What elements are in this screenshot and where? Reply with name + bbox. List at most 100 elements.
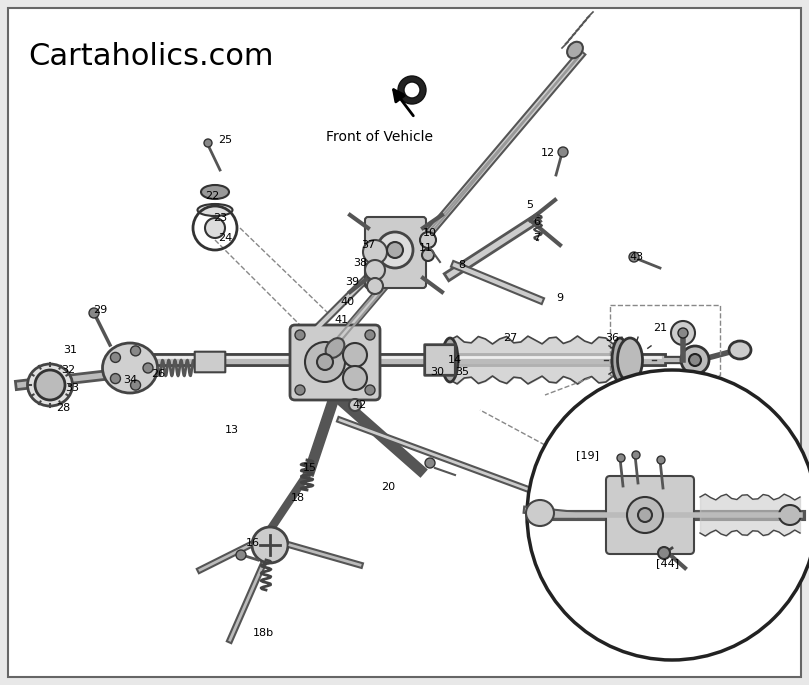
Text: 18b: 18b [252,628,273,638]
Circle shape [89,308,99,318]
FancyBboxPatch shape [195,351,225,373]
Circle shape [111,352,121,362]
Circle shape [365,330,375,340]
Text: 29: 29 [93,305,107,315]
Ellipse shape [567,42,583,58]
Ellipse shape [201,185,229,199]
Text: 9: 9 [557,293,564,303]
Circle shape [425,458,435,468]
Ellipse shape [442,338,458,382]
Ellipse shape [617,338,642,382]
Circle shape [377,232,413,268]
Circle shape [305,342,345,382]
Text: 33: 33 [65,383,79,393]
Text: 13: 13 [225,425,239,435]
Ellipse shape [526,500,554,526]
Text: 34: 34 [123,375,137,385]
Circle shape [671,321,695,345]
Text: 8: 8 [459,260,465,270]
Text: 41: 41 [335,315,349,325]
Text: 27: 27 [503,333,517,343]
Text: [19]: [19] [577,450,599,460]
Text: 14: 14 [448,355,462,365]
Circle shape [398,76,426,104]
Ellipse shape [729,341,751,359]
Text: 7: 7 [533,233,540,243]
Circle shape [527,370,809,660]
Circle shape [236,550,246,560]
Circle shape [317,354,333,370]
Circle shape [681,346,709,374]
Text: 32: 32 [61,365,75,375]
Text: 26: 26 [151,369,165,379]
Circle shape [204,139,212,147]
Circle shape [658,547,670,559]
Text: 10: 10 [423,228,437,238]
Ellipse shape [28,364,73,406]
Text: 37: 37 [361,240,375,250]
Circle shape [295,330,305,340]
Circle shape [143,363,153,373]
Circle shape [252,527,288,563]
Text: 21: 21 [653,323,667,333]
Bar [610,305,720,375]
Text: 40: 40 [341,297,355,307]
Text: 42: 42 [353,400,367,410]
Text: 6: 6 [533,217,540,227]
Circle shape [130,380,141,390]
Circle shape [363,240,387,264]
FancyBboxPatch shape [290,325,380,400]
Text: Front of Vehicle: Front of Vehicle [327,130,434,144]
Circle shape [349,399,361,411]
Circle shape [638,508,652,522]
Circle shape [343,366,367,390]
Ellipse shape [612,338,628,382]
Circle shape [689,354,701,366]
Text: 5: 5 [527,200,533,210]
Circle shape [617,454,625,462]
Text: 35: 35 [455,367,469,377]
Text: 24: 24 [218,233,232,243]
Circle shape [627,497,663,533]
Text: 36: 36 [605,333,619,343]
Circle shape [657,456,665,464]
Text: 43: 43 [630,252,644,262]
Circle shape [130,346,141,356]
Text: 30: 30 [430,367,444,377]
Text: 28: 28 [56,403,70,413]
Ellipse shape [103,343,158,393]
Text: 22: 22 [205,191,219,201]
Circle shape [35,370,65,400]
FancyBboxPatch shape [606,476,694,554]
Circle shape [422,249,434,261]
Circle shape [343,343,367,367]
Circle shape [420,232,436,248]
Text: Cartaholics.com: Cartaholics.com [28,42,273,71]
Text: 20: 20 [381,482,395,492]
Text: 23: 23 [213,213,227,223]
Text: 25: 25 [218,135,232,145]
Circle shape [205,218,225,238]
Text: 18: 18 [291,493,305,503]
Text: [44]: [44] [656,558,680,568]
Text: 12: 12 [541,148,555,158]
Circle shape [387,242,403,258]
Circle shape [632,451,640,459]
Text: 16: 16 [246,538,260,548]
Text: 38: 38 [353,258,367,268]
Circle shape [365,260,385,280]
FancyBboxPatch shape [365,217,426,288]
Circle shape [558,147,568,157]
Ellipse shape [197,204,232,216]
Circle shape [629,252,639,262]
Text: 39: 39 [345,277,359,287]
Ellipse shape [779,505,801,525]
Text: 15: 15 [303,463,317,473]
Circle shape [365,385,375,395]
Text: 31: 31 [63,345,77,355]
Circle shape [111,373,121,384]
Text: 11: 11 [419,243,433,253]
FancyBboxPatch shape [425,345,455,375]
Circle shape [678,328,688,338]
Circle shape [367,278,383,294]
